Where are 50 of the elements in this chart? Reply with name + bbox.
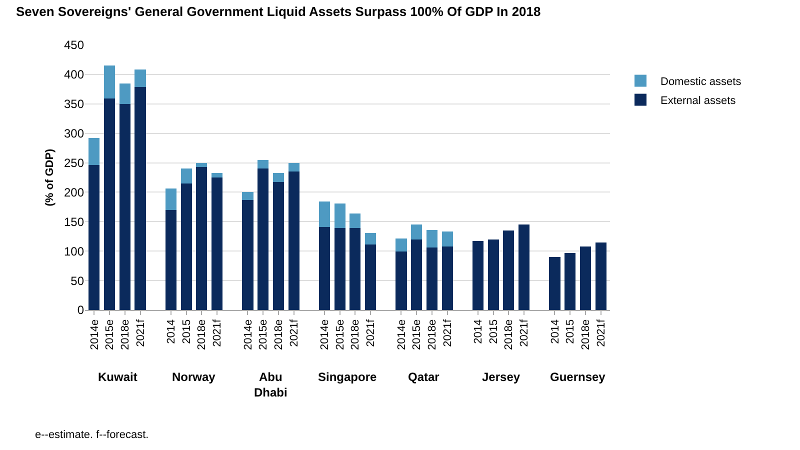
text: Singapore	[318, 370, 377, 384]
x-tick-label: 2018e	[119, 319, 132, 350]
y-tick-label: 50	[70, 274, 84, 288]
x-tick-label: 2021f	[134, 318, 147, 347]
x-tick-label: 2014	[472, 319, 485, 344]
x-tick-label: 2014e	[242, 319, 254, 350]
y-tick-label: 100	[64, 244, 84, 258]
x-tick-label: 2015e	[104, 319, 116, 350]
y-tick-label: 0	[77, 303, 84, 318]
x-tick-label: 2021f	[212, 318, 224, 347]
x-tick-label: 2021f	[365, 318, 378, 347]
x-tick-label: 2018e	[272, 319, 285, 350]
x-tick-label: 2021f	[518, 318, 531, 347]
x-tick-label: 2018e	[350, 319, 362, 350]
y-tick-label: 400	[64, 68, 84, 82]
x-tick-label: 2014	[549, 319, 562, 344]
y-tick-label: 200	[64, 185, 84, 200]
x-tick-label: 2021f	[288, 318, 300, 347]
legend-label: Domestic assets	[660, 76, 742, 88]
text: Qatar	[408, 370, 440, 384]
x-tick-label: 2014e	[396, 319, 408, 350]
x-tick-label: 2021f	[442, 318, 454, 347]
x-tick-label: 2018e	[580, 319, 592, 350]
x-tick-label: 2018e	[196, 319, 208, 350]
chart-title: Seven Sovereigns' General Government Liquid Assets Surpass 100% Of GDP In 2018	[16, 4, 541, 19]
text: Abu Dhabi	[254, 370, 288, 400]
text: Jersey	[482, 370, 520, 384]
x-tick-label: 2015	[180, 319, 193, 344]
x-tick-label: 2014	[166, 319, 178, 344]
x-tick-label: 2015	[564, 319, 577, 344]
x-tick-label: 2021f	[595, 318, 608, 347]
x-tick-label: 2015	[488, 319, 500, 344]
x-tick-label: 2015e	[258, 319, 270, 350]
y-tick-label: 350	[64, 97, 84, 112]
x-tick-label: 2014e	[319, 319, 332, 350]
y-tick-label: 150	[64, 214, 84, 229]
x-tick-label: 2018e	[426, 319, 439, 350]
x-tick-label: 2018e	[503, 319, 516, 350]
x-tick-label: 2014e	[88, 319, 101, 350]
y-tick-label: 450	[64, 38, 84, 52]
y-tick-label: 250	[64, 156, 84, 170]
text: Norway	[172, 370, 216, 384]
x-tick-label: 2015e	[411, 319, 424, 350]
text: Kuwait	[98, 370, 138, 384]
y-tick-label: 300	[64, 126, 84, 141]
x-tick-label: 2015e	[334, 319, 346, 350]
y-axis-title: (% of GDP)	[44, 148, 56, 206]
text: Guernsey	[550, 370, 606, 384]
text: e--estimate. f--forecast.	[35, 429, 149, 441]
legend-label: External assets	[660, 94, 736, 107]
